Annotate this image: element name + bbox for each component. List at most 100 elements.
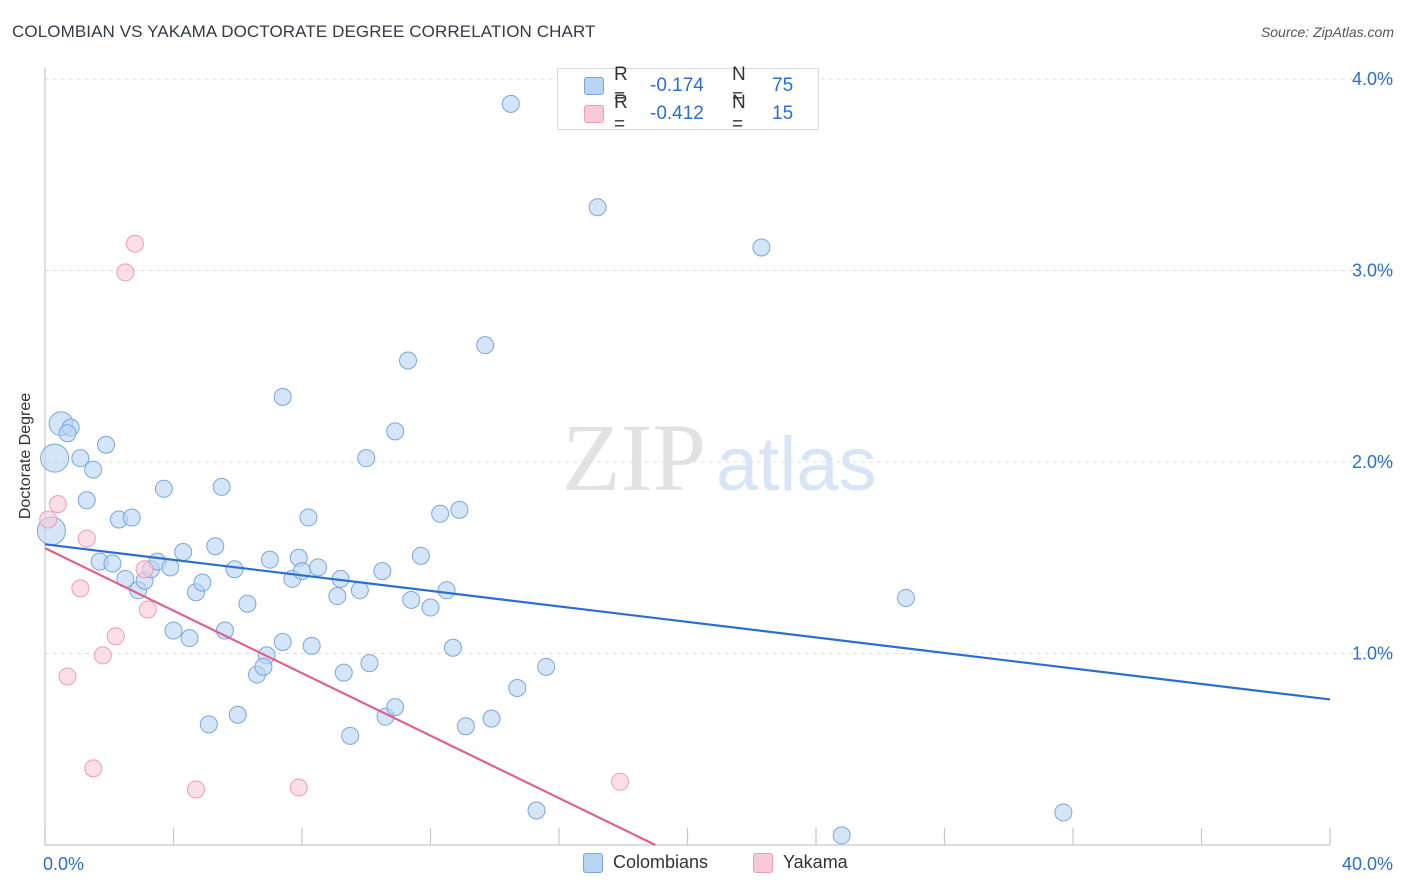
y-tick-label: 3.0% bbox=[1352, 261, 1393, 281]
colombians-point bbox=[456, 717, 475, 736]
colombians-point bbox=[273, 387, 292, 406]
colombians-point bbox=[357, 449, 376, 468]
colombians-point bbox=[476, 336, 495, 355]
colombians-point bbox=[228, 705, 247, 724]
colombians-point bbox=[103, 554, 122, 573]
colombians-point bbox=[832, 826, 851, 845]
colombians-point bbox=[386, 422, 405, 441]
tick-labels: 1.0% 2.0% 3.0% 4.0% 0.0% 40.0% bbox=[43, 69, 1393, 874]
colombians-point bbox=[421, 598, 440, 617]
colombians-point bbox=[399, 351, 418, 370]
colombians-point bbox=[199, 715, 218, 734]
colombians-point bbox=[411, 546, 430, 565]
colombians-point bbox=[360, 654, 379, 673]
y-tick-label: 1.0% bbox=[1352, 644, 1393, 664]
colombians-point bbox=[328, 587, 347, 606]
legend-item-colombians: Colombians bbox=[583, 852, 708, 873]
colombians-point bbox=[386, 698, 405, 717]
colombians-point bbox=[299, 508, 318, 527]
colombians-point bbox=[302, 636, 321, 655]
axes bbox=[44, 68, 1331, 846]
colombians-point bbox=[164, 621, 183, 640]
colombians-point bbox=[334, 663, 353, 682]
legend-label-yakama: Yakama bbox=[783, 852, 848, 872]
yakama-point bbox=[48, 495, 67, 514]
watermark-zip: ZIP bbox=[562, 404, 706, 511]
correlation-legend: R = -0.174 N = 75 R = -0.412 N = 15 bbox=[557, 64, 819, 135]
colombians-point bbox=[77, 491, 96, 510]
colombians-point bbox=[71, 449, 90, 468]
colombians-point bbox=[309, 558, 328, 577]
colombians-point bbox=[482, 709, 501, 728]
yakama-point bbox=[93, 646, 112, 665]
colombians-point bbox=[1054, 803, 1073, 822]
yakama-point bbox=[39, 510, 58, 529]
colombians-point bbox=[122, 508, 141, 527]
trend-lines bbox=[44, 543, 1331, 846]
y-tick-label: 4.0% bbox=[1352, 69, 1393, 89]
yakama-point bbox=[125, 234, 144, 253]
colombians-point bbox=[206, 537, 225, 556]
colombians-point bbox=[161, 558, 180, 577]
r-label: R = bbox=[614, 64, 628, 107]
colombians-point bbox=[341, 726, 360, 745]
colombians-legend-swatch bbox=[583, 852, 603, 873]
n-label: N = bbox=[732, 92, 746, 135]
colombians-point bbox=[752, 238, 771, 257]
colombians-point bbox=[443, 638, 462, 657]
n-value: 15 bbox=[772, 103, 794, 124]
data-points bbox=[36, 94, 1073, 845]
colombians-point bbox=[431, 504, 450, 523]
yakama-point bbox=[71, 579, 90, 598]
x-tick-label: 0.0% bbox=[43, 854, 84, 874]
colombians-point bbox=[508, 678, 527, 697]
colombians-point bbox=[58, 424, 77, 443]
r-value: -0.174 bbox=[650, 75, 704, 96]
colombians-point bbox=[180, 629, 199, 648]
colombians-point bbox=[537, 657, 556, 676]
colombians-point bbox=[588, 198, 607, 217]
yakama-trend-line bbox=[44, 547, 656, 846]
colombians-point bbox=[225, 560, 244, 579]
chart-title: COLOMBIAN VS YAKAMA DOCTORATE DEGREE COR… bbox=[12, 22, 596, 41]
r-label: R = bbox=[614, 92, 628, 135]
colombians-trend-line bbox=[44, 543, 1331, 701]
legend-label-colombians: Colombians bbox=[613, 852, 709, 872]
n-label: N = bbox=[732, 64, 746, 107]
y-tick-label: 2.0% bbox=[1352, 452, 1393, 472]
grid-lines bbox=[45, 78, 1395, 654]
colombians-point bbox=[212, 477, 231, 496]
n-value: 75 bbox=[772, 75, 794, 96]
colombians-point bbox=[254, 657, 273, 676]
colombians-point bbox=[154, 479, 173, 498]
colombians-swatch bbox=[584, 77, 604, 95]
colombians-point bbox=[350, 581, 369, 600]
colombians-point bbox=[273, 633, 292, 652]
colombians-point bbox=[260, 550, 279, 569]
colombians-point bbox=[238, 594, 257, 613]
colombians-point bbox=[193, 573, 212, 592]
yakama-point bbox=[135, 560, 154, 579]
colombians-point bbox=[97, 435, 116, 454]
x-tick-label: 40.0% bbox=[1342, 854, 1393, 874]
legend-item-yakama: Yakama bbox=[753, 852, 848, 873]
yakama-point bbox=[116, 263, 135, 282]
yakama-point bbox=[138, 600, 157, 619]
colombians-point bbox=[527, 801, 546, 820]
colombians-point bbox=[437, 581, 456, 600]
yakama-legend-swatch bbox=[753, 852, 773, 873]
yakama-point bbox=[77, 529, 96, 548]
colombians-point bbox=[373, 562, 392, 581]
r-value: -0.412 bbox=[650, 103, 704, 124]
colombians-point bbox=[40, 443, 70, 473]
yakama-point bbox=[58, 667, 77, 686]
yakama-point bbox=[289, 778, 308, 797]
colombians-point bbox=[450, 500, 469, 519]
colombians-point bbox=[501, 94, 520, 113]
yakama-point bbox=[106, 627, 125, 646]
yakama-swatch bbox=[584, 105, 604, 123]
colombians-point bbox=[84, 460, 103, 479]
yakama-point bbox=[186, 780, 205, 799]
yakama-point bbox=[84, 759, 103, 778]
